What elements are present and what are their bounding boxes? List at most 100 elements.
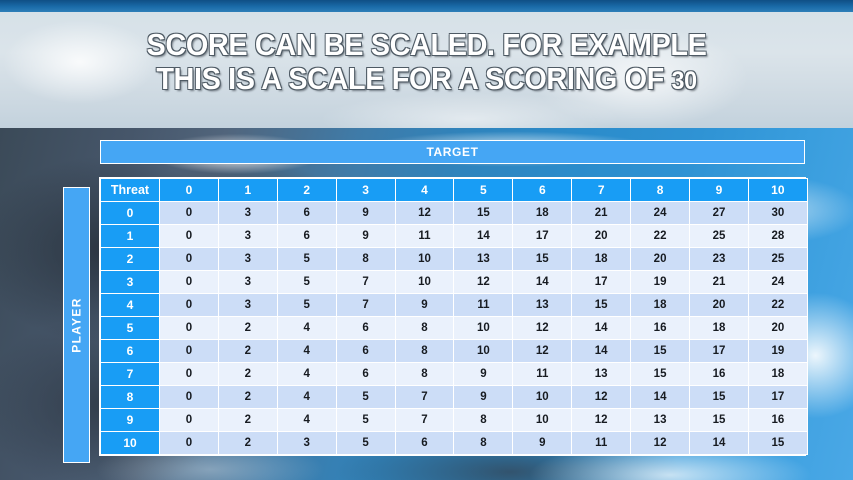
score-cell: 15 [630, 339, 691, 363]
score-cell: 16 [630, 316, 691, 340]
table-row: 2 0 3 5 8 10 13 15 18 20 23 25 [100, 247, 808, 271]
score-cell: 30 [747, 201, 808, 225]
player-axis-banner: PLAYER [63, 187, 90, 463]
column-header-10: 10 [747, 178, 808, 202]
row-header-9: 9 [100, 408, 160, 432]
table-row: 6 0 2 4 6 8 10 12 14 15 17 19 [100, 339, 808, 363]
score-cell: 14 [453, 224, 514, 248]
score-cell: 9 [512, 431, 573, 455]
score-cell: 9 [335, 224, 396, 248]
score-cell: 9 [335, 201, 396, 225]
score-cell: 0 [159, 201, 219, 225]
score-cell: 23 [689, 247, 749, 271]
score-cell: 15 [630, 362, 691, 386]
target-axis-label: TARGET [426, 145, 479, 159]
score-cell: 19 [630, 270, 691, 294]
score-cell: 12 [512, 339, 573, 363]
score-cell: 17 [512, 224, 573, 248]
column-header-9: 9 [689, 178, 749, 202]
score-cell: 3 [217, 224, 278, 248]
score-matrix-table: Threat 0 1 2 3 4 5 6 7 8 9 10 0 0 3 6 9 12 15 18 21 24 27 30 1… [100, 178, 808, 455]
score-cell: 2 [217, 431, 278, 455]
column-header-0: 0 [159, 178, 219, 202]
score-cell: 13 [512, 293, 573, 317]
slide-title-scoring-number: 30 [671, 67, 697, 95]
score-cell: 11 [453, 293, 514, 317]
score-cell: 21 [689, 270, 749, 294]
score-cell: 12 [630, 431, 691, 455]
score-cell: 3 [217, 247, 278, 271]
score-cell: 5 [276, 293, 337, 317]
score-cell: 3 [217, 293, 278, 317]
score-cell: 2 [217, 362, 278, 386]
score-cell: 18 [571, 247, 632, 271]
score-cell: 16 [689, 362, 749, 386]
slide-title-line-2-text: THIS IS A SCALE FOR A SCORING OF [156, 61, 672, 96]
score-cell: 9 [453, 385, 514, 409]
score-cell: 15 [747, 431, 808, 455]
corner-header-threat: Threat [100, 178, 160, 202]
score-cell: 25 [747, 247, 808, 271]
score-cell: 15 [689, 408, 749, 432]
score-cell: 5 [276, 270, 337, 294]
score-cell: 22 [747, 293, 808, 317]
score-cell: 24 [630, 201, 691, 225]
column-header-4: 4 [394, 178, 455, 202]
score-cell: 7 [394, 408, 455, 432]
score-cell: 5 [335, 408, 396, 432]
row-header-7: 7 [100, 362, 160, 386]
score-matrix-head: Threat 0 1 2 3 4 5 6 7 8 9 10 [100, 178, 808, 202]
column-header-3: 3 [335, 178, 396, 202]
score-cell: 10 [394, 247, 455, 271]
score-cell: 0 [159, 431, 219, 455]
score-cell: 3 [276, 431, 337, 455]
score-cell: 5 [335, 431, 396, 455]
score-cell: 6 [335, 339, 396, 363]
score-cell: 11 [394, 224, 455, 248]
score-cell: 17 [571, 270, 632, 294]
score-cell: 10 [453, 316, 514, 340]
score-cell: 13 [571, 362, 632, 386]
score-cell: 8 [453, 431, 514, 455]
score-cell: 9 [453, 362, 514, 386]
row-header-2: 2 [100, 247, 160, 271]
score-cell: 6 [335, 362, 396, 386]
score-cell: 8 [453, 408, 514, 432]
score-cell: 14 [630, 385, 691, 409]
row-header-1: 1 [100, 224, 160, 248]
score-cell: 15 [571, 293, 632, 317]
score-cell: 12 [571, 408, 632, 432]
column-header-8: 8 [630, 178, 691, 202]
score-cell: 11 [512, 362, 573, 386]
score-cell: 15 [453, 201, 514, 225]
score-cell: 2 [217, 316, 278, 340]
table-row: 8 0 2 4 5 7 9 10 12 14 15 17 [100, 385, 808, 409]
score-cell: 28 [747, 224, 808, 248]
score-cell: 2 [217, 385, 278, 409]
row-header-10: 10 [100, 431, 160, 455]
column-header-2: 2 [276, 178, 337, 202]
score-cell: 9 [394, 293, 455, 317]
score-cell: 6 [276, 201, 337, 225]
score-cell: 6 [335, 316, 396, 340]
score-cell: 12 [453, 270, 514, 294]
score-cell: 25 [689, 224, 749, 248]
score-cell: 0 [159, 339, 219, 363]
score-cell: 10 [512, 385, 573, 409]
score-cell: 4 [276, 408, 337, 432]
score-cell: 6 [276, 224, 337, 248]
score-cell: 4 [276, 362, 337, 386]
score-cell: 10 [453, 339, 514, 363]
score-cell: 15 [512, 247, 573, 271]
score-cell: 16 [747, 408, 808, 432]
column-header-7: 7 [571, 178, 632, 202]
score-cell: 27 [689, 201, 749, 225]
score-cell: 18 [747, 362, 808, 386]
score-cell: 18 [630, 293, 691, 317]
slide-title-line-2: THIS IS A SCALE FOR A SCORING OF 30 [30, 62, 823, 98]
score-cell: 2 [217, 408, 278, 432]
score-cell: 15 [689, 385, 749, 409]
table-row: 4 0 3 5 7 9 11 13 15 18 20 22 [100, 293, 808, 317]
row-header-3: 3 [100, 270, 160, 294]
